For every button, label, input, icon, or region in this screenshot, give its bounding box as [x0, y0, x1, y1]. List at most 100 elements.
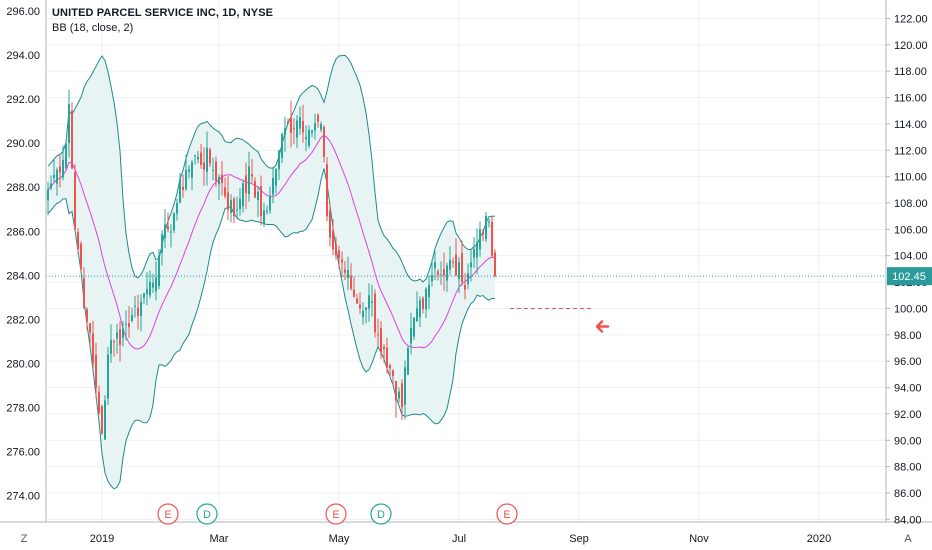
- right-tick-label-3: 116.00: [894, 93, 927, 105]
- auto-scale-button[interactable]: A: [904, 533, 912, 545]
- candle-111: [380, 320, 382, 360]
- x-tick-label-2: May: [329, 533, 350, 545]
- candle-55: [212, 157, 214, 181]
- earnings-marker-0[interactable]: E: [157, 503, 179, 525]
- indicator-label[interactable]: BB (18, close, 2): [52, 22, 134, 34]
- candle-9: [74, 164, 76, 231]
- candle-88: [311, 129, 313, 138]
- candle-13: [86, 307, 88, 330]
- candle-37: [158, 249, 160, 290]
- right-tick-label-18: 86.00: [894, 488, 922, 500]
- candle-23: [116, 323, 118, 354]
- candle-40: [167, 212, 169, 233]
- earnings-marker-2[interactable]: E: [325, 503, 347, 525]
- chart-legend: UNITED PARCEL SERVICE INC, 1D, NYSE BB (…: [52, 6, 273, 36]
- candle-92: [323, 125, 325, 163]
- candle-21: [110, 324, 112, 363]
- candle-145: [482, 229, 484, 241]
- candle-99: [344, 261, 346, 281]
- candle-4: [59, 155, 61, 188]
- candle-36: [155, 261, 157, 301]
- candle-25: [122, 321, 124, 347]
- candle-129: [434, 250, 436, 281]
- candle-31: [140, 294, 142, 332]
- candle-70: [257, 185, 259, 217]
- right-tick-label-11: 100.00: [894, 303, 928, 315]
- candle-139: [464, 272, 466, 300]
- left-tick-label-8: 280.00: [6, 358, 40, 370]
- candle-110: [377, 318, 379, 347]
- candle-94: [329, 202, 331, 247]
- candle-72: [263, 202, 265, 228]
- candle-60: [227, 176, 229, 221]
- candle-54: [209, 147, 211, 168]
- candle-18: [101, 404, 103, 435]
- candle-0: [47, 181, 49, 216]
- candle-90: [317, 113, 319, 128]
- candle-32: [143, 292, 145, 305]
- candle-85: [302, 104, 304, 143]
- candle-120: [407, 345, 409, 375]
- candle-68: [251, 158, 253, 183]
- right-tick-label-9: 104.00: [894, 251, 928, 263]
- candle-134: [449, 246, 451, 276]
- earnings-marker-4[interactable]: E: [496, 503, 518, 525]
- candle-62: [233, 196, 235, 223]
- candle-91: [320, 121, 322, 133]
- candle-56: [215, 156, 217, 188]
- event-letter: E: [332, 509, 339, 521]
- overlay-marks: [46, 275, 886, 333]
- candle-42: [173, 211, 175, 234]
- candle-128: [431, 258, 433, 287]
- right-tick-label-1: 120.00: [894, 40, 928, 52]
- candle-19: [104, 395, 106, 440]
- candle-3: [56, 167, 58, 196]
- candle-65: [242, 180, 244, 213]
- candle-121: [410, 312, 412, 355]
- candle-71: [260, 175, 262, 226]
- candle-38: [161, 230, 163, 266]
- candle-141: [470, 249, 472, 282]
- dividend-marker-1[interactable]: D: [196, 503, 218, 525]
- x-tick-label-6: 2020: [807, 533, 831, 545]
- candle-135: [452, 257, 454, 268]
- candle-89: [314, 113, 316, 140]
- candle-39: [164, 208, 166, 249]
- event-letter: D: [203, 509, 211, 521]
- candle-66: [245, 162, 247, 210]
- candle-138: [461, 240, 463, 286]
- candle-101: [350, 263, 352, 291]
- band-fill: [48, 55, 495, 489]
- candle-15: [92, 320, 94, 369]
- candle-149: [494, 249, 496, 278]
- candle-53: [206, 131, 208, 186]
- candle-47: [188, 165, 190, 179]
- candle-114: [389, 363, 391, 377]
- left-tick-label-5: 286.00: [6, 226, 40, 238]
- band-lower-line: [47, 168, 496, 490]
- candle-100: [347, 256, 349, 290]
- candle-52: [203, 147, 205, 186]
- candle-69: [254, 177, 256, 199]
- right-tick-label-4: 114.00: [894, 119, 927, 131]
- candle-93: [326, 157, 328, 222]
- candle-10: [77, 228, 79, 255]
- candle-146: [485, 212, 487, 243]
- left-tick-label-0: 296.00: [6, 6, 40, 18]
- candle-35: [152, 273, 154, 294]
- x-tick-label-0: 2019: [90, 533, 114, 545]
- zoom-button[interactable]: Z: [21, 533, 28, 545]
- dividend-marker-3[interactable]: D: [370, 503, 392, 525]
- candle-67: [248, 151, 250, 202]
- left-tick-label-7: 282.00: [6, 314, 40, 326]
- left-tick-label-1: 294.00: [6, 50, 40, 62]
- candle-96: [335, 236, 337, 260]
- candle-107: [368, 283, 370, 322]
- left-arrow-icon[interactable]: [595, 320, 610, 333]
- candle-80: [287, 118, 289, 124]
- candle-64: [239, 188, 241, 216]
- right-tick-label-12: 98.00: [894, 330, 922, 342]
- candle-81: [290, 100, 292, 148]
